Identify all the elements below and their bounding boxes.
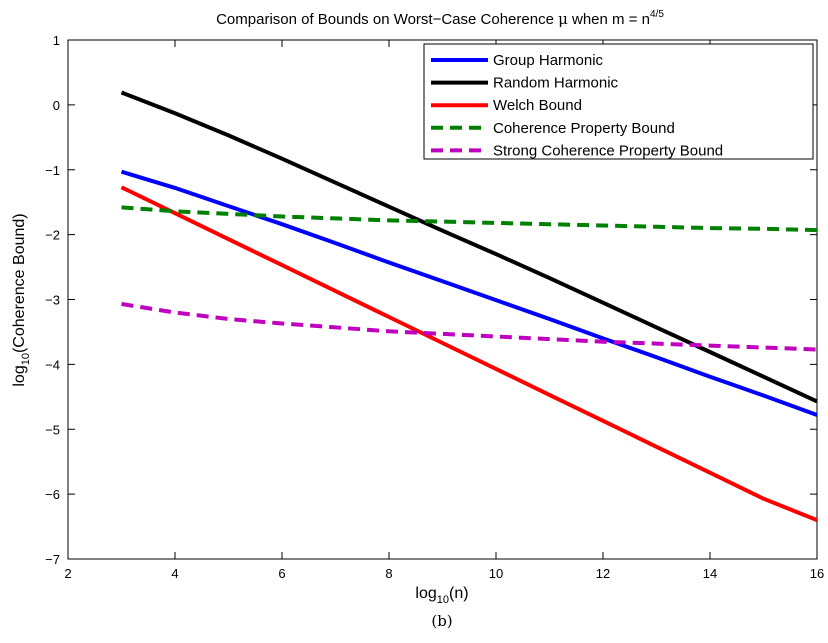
y-axis-ticks: −7 −6 −5 −4 −3 −2 −1 0 1: [45, 33, 817, 567]
legend-label-group-harmonic: Group Harmonic: [493, 52, 604, 69]
legend: Group Harmonic Random Harmonic Welch Bound…: [423, 43, 814, 160]
legend-label-random-harmonic: Random Harmonic: [493, 75, 619, 92]
x-tick-label: 2: [64, 566, 71, 581]
x-axis-label-pre: log: [415, 585, 436, 602]
y-tick-label: −1: [45, 163, 60, 178]
series-line-random-harmonic: [120, 90, 818, 404]
series-line-welch-bound: [120, 185, 818, 522]
series-line-coherence-property-bound: [121, 205, 818, 233]
x-axis-ticks: 2 4 6 8 10 12 14 16: [64, 40, 824, 581]
chart-title-exponent: 4/5: [650, 9, 664, 20]
x-tick-label: 8: [385, 566, 392, 581]
x-tick-label: 12: [596, 566, 610, 581]
y-tick-label: 0: [53, 98, 60, 113]
x-tick-label: 10: [489, 566, 503, 581]
x-tick-label: 6: [278, 566, 285, 581]
figure-caption: (b): [431, 612, 452, 630]
y-axis-label-post: (Coherence Bound): [11, 213, 28, 353]
x-axis-label-post: (n): [449, 585, 469, 602]
series-line-group-harmonic: [120, 169, 818, 417]
x-tick-label: 4: [171, 566, 178, 581]
legend-label-strong-coherence-property-bound: Strong Coherence Property Bound: [493, 142, 723, 159]
x-axis-label: log10(n): [415, 585, 468, 606]
y-tick-label: −5: [45, 422, 60, 437]
y-tick-label: −3: [45, 293, 60, 308]
y-axis-label: log10(Coherence Bound): [11, 213, 32, 386]
legend-items: Group Harmonic Random Harmonic Welch Bound…: [431, 52, 723, 159]
legend-label-coherence-property-bound: Coherence Property Bound: [493, 120, 675, 137]
series-line-strong-coherence-property-bound: [121, 302, 818, 352]
y-tick-label: −2: [45, 228, 60, 243]
chart-title-mu: μ: [558, 10, 568, 28]
x-tick-label: 16: [810, 566, 824, 581]
y-tick-label: −4: [45, 357, 60, 372]
y-axis-label-sub: 10: [20, 353, 32, 365]
legend-box: [423, 43, 814, 160]
y-tick-label: −6: [45, 487, 60, 502]
legend-label-welch-bound: Welch Bound: [493, 97, 582, 114]
chart-title-prefix: Comparison of Bounds on Worst−Case Coher…: [216, 11, 558, 28]
x-axis-label-sub: 10: [437, 594, 449, 606]
plot-lines: [120, 90, 818, 522]
chart-title: Comparison of Bounds on Worst−Case Coher…: [216, 9, 664, 28]
chart-title-middle: when m = n: [568, 11, 650, 28]
y-axis-label-pre: log: [11, 365, 28, 386]
x-tick-label: 14: [703, 566, 717, 581]
y-tick-label: 1: [53, 33, 60, 48]
y-tick-label: −7: [45, 552, 60, 567]
